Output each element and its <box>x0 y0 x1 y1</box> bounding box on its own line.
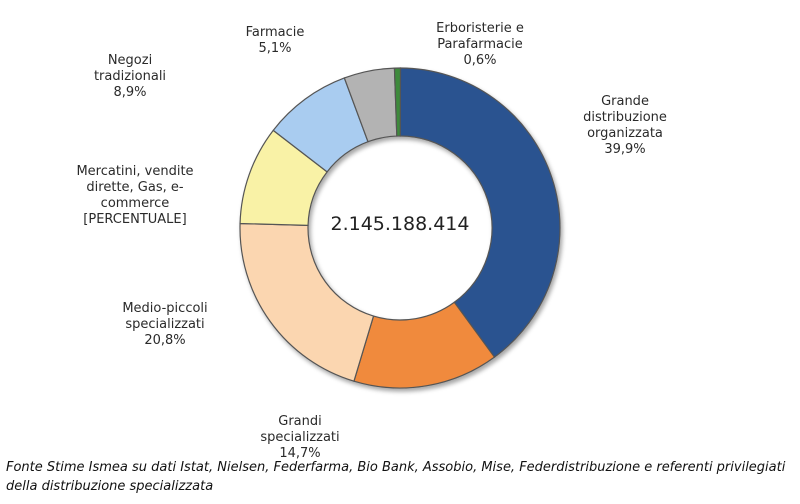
label-name: Grandi specializzati <box>260 414 340 445</box>
source-note: Fonte Stime Ismea su dati Istat, Nielsen… <box>6 460 786 494</box>
label-name: Mercatini, vendite dirette, Gas, e- comm… <box>76 164 194 211</box>
label-grandi-specializzati: Grandi specializzati 14,7% <box>245 398 355 478</box>
label-medio-piccoli: Medio-piccoli specializzati 20,8% <box>100 285 230 365</box>
label-value: 20,8% <box>144 333 186 348</box>
center-total-label: 2.145.188.414 <box>330 213 470 235</box>
label-mercatini: Mercatini, vendite dirette, Gas, e- comm… <box>60 148 210 244</box>
donut-svg <box>239 67 561 389</box>
label-name: Negozi tradizionali <box>93 53 167 84</box>
label-name: Erboristerie e Parafarmacie <box>436 21 524 52</box>
label-grande-distribuzione: Grande distribuzione organizzata 39,9% <box>560 78 690 174</box>
label-value: [PERCENTUALE] <box>83 212 187 227</box>
label-erboristerie: Erboristerie e Parafarmacie 0,6% <box>420 5 540 85</box>
label-name: Farmacie <box>245 25 305 40</box>
label-value: 5,1% <box>258 41 292 56</box>
slice-erboristerie-e-parafarmacie <box>393 67 402 137</box>
slices-group <box>239 67 561 389</box>
label-name: Grande distribuzione organizzata <box>583 94 667 141</box>
label-value: 0,6% <box>463 53 497 68</box>
label-value: 14,7% <box>279 446 321 461</box>
label-value: 8,9% <box>113 85 147 100</box>
label-farmacie: Farmacie 5,1% <box>230 9 320 73</box>
slice-grande-distribuzione-organizzata <box>399 67 561 358</box>
slice-medio-piccoli-specializzati <box>239 222 375 382</box>
label-value: 39,9% <box>604 142 646 157</box>
label-negozi-tradizionali: Negozi tradizionali 8,9% <box>80 37 180 117</box>
label-name: Medio-piccoli specializzati <box>122 301 208 332</box>
donut-chart: 2.145.188.414 Grande distribuzione organ… <box>60 5 690 461</box>
